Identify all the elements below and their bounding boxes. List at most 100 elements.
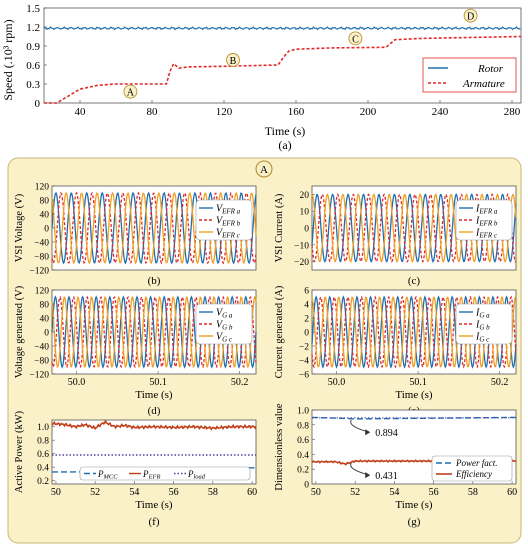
pg-annotation-arrowhead-2 xyxy=(365,472,371,479)
pg-ytick-label: 1.0 xyxy=(297,407,309,417)
pg-legend-label: Power fact. xyxy=(455,458,498,468)
pf-series-PEFR xyxy=(51,419,257,431)
panel-a-ytick-label: 0.9 xyxy=(26,41,40,53)
pc-legend-subscript: EFR c xyxy=(478,232,498,240)
panel-f: 1.0 0.8 0.6 0.4 0.250 52 54 56 58 60 Active Power … xyxy=(14,410,257,528)
pb-ytick-label: −120 xyxy=(29,267,49,277)
pd-ytick-label: 120 xyxy=(35,287,50,297)
pe-series-IGc xyxy=(311,296,517,368)
pd-legend-subscript: G a xyxy=(222,312,233,320)
pf-ytick-label: 1.0 xyxy=(37,423,49,433)
pf-legend-label: Pload xyxy=(187,469,206,481)
pc-ytick-label: −10 xyxy=(294,241,309,251)
pc-sublabel: (c) xyxy=(408,275,421,287)
pg-xlabel: Time (s) xyxy=(395,499,433,511)
pf-xtick-label: 60 xyxy=(247,487,257,498)
pf-xtick-label: 54 xyxy=(129,487,139,498)
armature-series-line xyxy=(44,35,522,104)
pb-legend-subscript: EFR a xyxy=(221,208,241,216)
inset-marker-label: A xyxy=(260,164,268,176)
pg-xtick-label: 50 xyxy=(311,487,321,498)
pg-xtick-label: 54 xyxy=(389,487,399,498)
panel-a-xtick-label: 240 xyxy=(432,106,449,118)
pf-ytick-label: 0.4 xyxy=(37,464,49,474)
pd-xtick-label: 50.2 xyxy=(231,377,249,388)
pe-legend-subscript: G c xyxy=(479,336,490,344)
pf-legend-subscript: MCC xyxy=(103,474,119,481)
pg-ytick-label: 0.8 xyxy=(297,421,309,431)
pd-legend-box xyxy=(195,303,253,345)
pb-series-VEFRb xyxy=(51,191,257,265)
legend-rotor-label: Rotor xyxy=(477,63,504,75)
pb-ytick-label: 0 xyxy=(44,225,49,235)
pc-ytick-label: 20 xyxy=(300,191,310,201)
marker-B-label: B xyxy=(230,56,237,67)
pf-ytick-label: 0.6 xyxy=(37,450,49,460)
pc-ylabel: VSI Current (A) xyxy=(274,193,285,262)
panel-a-ylabel: Speed (.10³ rpm) xyxy=(1,19,15,100)
panel-a-xtick-label: 80 xyxy=(147,106,159,118)
pg-xtick-label: 58 xyxy=(468,487,478,498)
pf-xtick-label: 50 xyxy=(51,487,61,498)
pd-ytick-label: −120 xyxy=(29,371,49,381)
pb-ytick-label: 120 xyxy=(35,183,50,193)
panel-a: Speed (.10³ rpm) Time (s) (a) 0 0.3 0.6 0.9… xyxy=(1,3,522,152)
pb-ytick-label: −80 xyxy=(34,253,49,263)
panel-a-legend-box xyxy=(422,57,517,93)
rotor-series-line xyxy=(43,26,521,31)
panel-a-ytick-label: 0.6 xyxy=(26,60,40,72)
pf-xlabel: Time (s) xyxy=(135,499,173,511)
panel-a-xtick-label: 200 xyxy=(360,106,377,118)
marker-C-circle xyxy=(348,31,363,46)
marker-B-circle xyxy=(226,53,240,67)
pf-xtick-label: 56 xyxy=(169,487,179,498)
marker-A-label: A xyxy=(127,88,135,99)
panel-g: 1.0 0.8 0.6 0.4 0.2 050 52 54 56 58 60 Dimensionles… xyxy=(274,403,517,528)
pc-legend-box xyxy=(455,199,513,241)
panel-a-xtick-label: 280 xyxy=(504,106,521,118)
pf-legend-subscript: EFR xyxy=(148,474,161,481)
pf-ytick-label: 0.2 xyxy=(37,477,49,487)
pf-xtick-label: 52 xyxy=(90,487,100,498)
panel-a-ytick-label: 1.2 xyxy=(26,22,40,34)
pe-xlabel: Time (s) xyxy=(395,389,433,401)
legend-armature-label: Armature xyxy=(462,78,505,90)
pe-xtick-label: 50.0 xyxy=(328,377,346,388)
pg-xtick-label: 52 xyxy=(350,487,360,498)
pd-sublabel: (d) xyxy=(148,405,161,417)
pc-series-IEFRb xyxy=(311,192,517,264)
pd-series-VGc xyxy=(51,295,257,369)
pg-xtick-label: 60 xyxy=(507,487,517,498)
marker-C-label: C xyxy=(352,34,359,45)
panel-a-xlabel: Time (s) xyxy=(265,124,306,138)
panel-a-ytick-label: 0.3 xyxy=(26,79,40,91)
panel-a-xtick-label: 160 xyxy=(288,106,305,118)
pe-ytick-label: 2 xyxy=(304,315,309,325)
pg-ylabel: Dimensionless value xyxy=(274,403,285,491)
pb-ytick-label: 80 xyxy=(40,197,50,207)
pd-ytick-label: −80 xyxy=(34,357,49,367)
pd-xtick-label: 50.1 xyxy=(149,377,167,388)
pd-ylabel: Voltage generated (V) xyxy=(14,285,25,378)
pg-annotation-arrowhead-1 xyxy=(365,429,371,436)
pg-xtick-label: 56 xyxy=(429,487,439,498)
pe-legend-box xyxy=(455,303,513,345)
pd-xtick-label: 50.0 xyxy=(68,377,86,388)
panel-a-ytick-label: 1.5 xyxy=(26,3,40,15)
pe-legend-subscript: G b xyxy=(479,324,490,332)
pg-annotation-efficiency: 0.431 xyxy=(375,471,398,482)
pf-legend-label: PMCC xyxy=(97,469,118,481)
pf-sublabel: (f) xyxy=(149,516,160,528)
pb-ylabel: VSI Voltage (V) xyxy=(14,193,25,262)
pe-xtick-label: 50.1 xyxy=(409,377,427,388)
pe-ytick-label: −4 xyxy=(299,357,309,367)
pg-ytick-label: 0.2 xyxy=(297,466,309,476)
pd-ytick-label: −40 xyxy=(34,343,49,353)
pb-series-VEFRc xyxy=(51,191,257,265)
pd-legend-subscript: G c xyxy=(222,336,233,344)
pe-ytick-label: 4 xyxy=(304,301,309,311)
pc-ytick-label: 10 xyxy=(300,208,310,218)
